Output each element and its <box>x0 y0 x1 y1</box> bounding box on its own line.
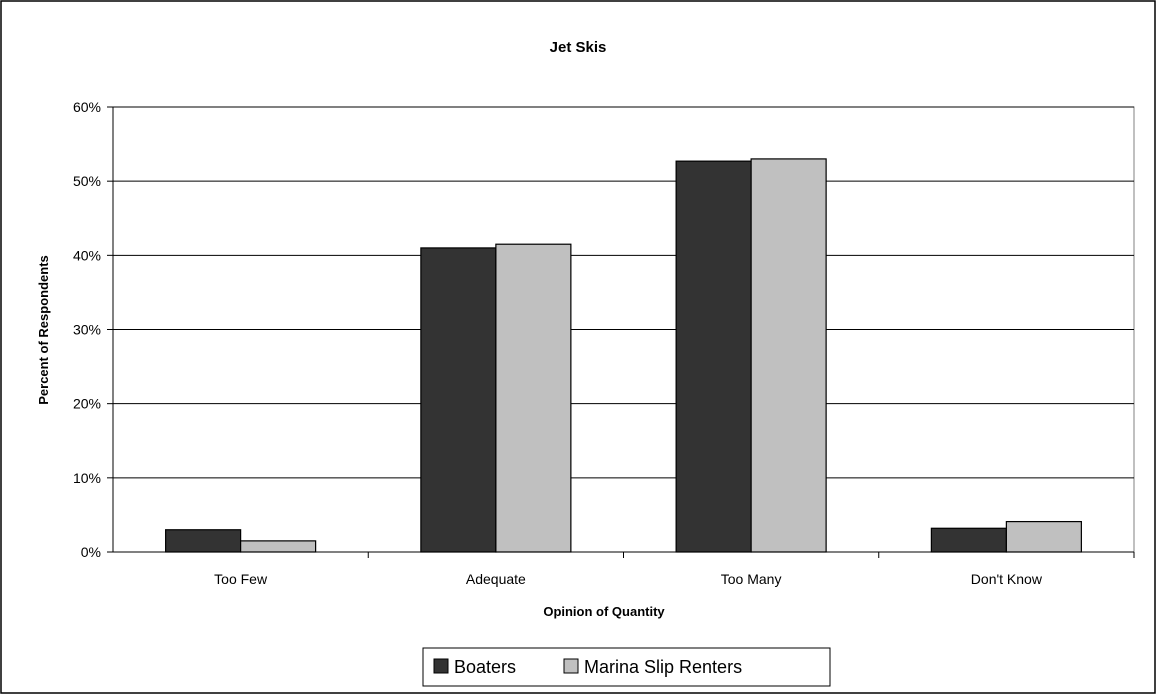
legend-swatch-marina-slip-renters <box>563 658 579 674</box>
y-tick-label: 50% <box>73 173 101 189</box>
legend-label-marina-slip-renters: Marina Slip Renters <box>584 657 742 677</box>
bar-marina-slip-renters-too-many <box>750 158 827 553</box>
legend-swatch-boaters <box>433 658 449 674</box>
y-tick-label: 60% <box>73 99 101 115</box>
bar-marina-slip-renters-too-few <box>240 540 317 553</box>
x-tick-label: Adequate <box>466 571 526 587</box>
x-tick-label: Too Few <box>214 571 268 587</box>
y-axis-ticks: 0% 10% 20% 30% 40% 50% 60% <box>73 99 113 560</box>
bar-marina-slip-renters-don-t-know <box>1005 520 1082 553</box>
y-tick-label: 0% <box>81 544 101 560</box>
legend: Boaters Marina Slip Renters <box>422 647 831 687</box>
x-axis-ticks: Too Few Adequate Too Many Don't Know <box>214 552 1135 587</box>
y-tick-label: 20% <box>73 396 101 412</box>
y-axis-title: Percent of Respondents <box>36 255 51 405</box>
y-tick-label: 40% <box>73 247 101 263</box>
x-axis-title: Opinion of Quantity <box>543 604 665 619</box>
legend-box <box>422 647 831 687</box>
bar-boaters-too-few <box>165 529 242 553</box>
bar-boaters-don-t-know <box>930 527 1007 553</box>
legend-label-boaters: Boaters <box>454 657 516 677</box>
x-tick-label: Too Many <box>721 571 782 587</box>
x-tick-label: Don't Know <box>971 571 1043 587</box>
chart-title: Jet Skis <box>550 39 607 56</box>
gridlines <box>113 106 1134 479</box>
bar-marina-slip-renters-adequate <box>495 243 572 553</box>
y-tick-label: 30% <box>73 322 101 338</box>
bar-boaters-adequate <box>420 247 497 553</box>
bars-group <box>165 158 1082 553</box>
y-tick-label: 10% <box>73 470 101 486</box>
bar-boaters-too-many <box>675 160 752 553</box>
